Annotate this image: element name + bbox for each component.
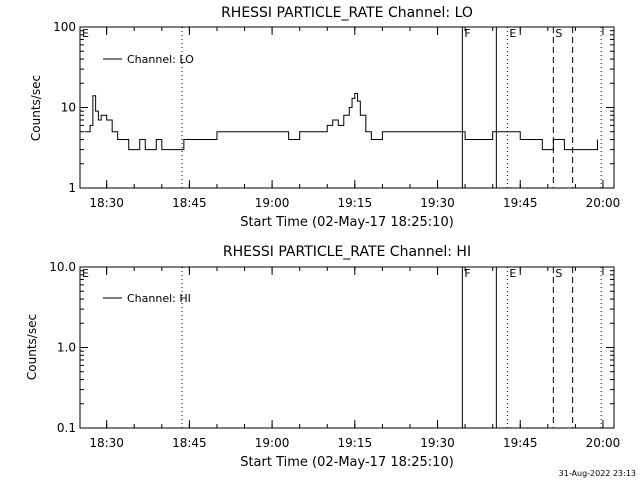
- y-tick-label: 0.1: [57, 421, 76, 435]
- x-tick-label: 19:15: [338, 436, 373, 450]
- panel-hi: RHESSI PARTICLE_RATE Channel: HI Counts/…: [25, 244, 471, 470]
- x-tick-label: 19:15: [338, 196, 373, 210]
- ylabel-hi: Counts/sec: [25, 314, 39, 380]
- event-marker-label: E: [82, 267, 89, 280]
- xlabel-hi: Start Time (02-May-17 18:25:10): [240, 455, 454, 470]
- event-marker-label: F: [464, 27, 470, 40]
- legend-hi: Channel: HI: [103, 292, 191, 305]
- title-lo: RHESSI PARTICLE_RATE Channel: LO: [221, 5, 473, 21]
- legend-lo: Channel: LO: [103, 53, 194, 66]
- x-tick-label: 19:45: [503, 196, 538, 210]
- x-tick-label: 18:30: [89, 196, 124, 210]
- legend-label-hi: Channel: HI: [127, 292, 191, 305]
- event-marker-label: S: [555, 27, 562, 40]
- timestamp: 31-Aug-2022 23:13: [559, 469, 636, 478]
- event-marker-label: E: [509, 267, 516, 280]
- x-tick-label: 19:30: [420, 436, 455, 450]
- legend-label-lo: Channel: LO: [127, 53, 194, 66]
- y-tick-label: 10.0: [49, 260, 76, 274]
- x-tick-label: 18:45: [172, 196, 207, 210]
- title-hi: RHESSI PARTICLE_RATE Channel: HI: [223, 244, 471, 260]
- event-marker-label: E: [509, 27, 516, 40]
- panel-lo: RHESSI PARTICLE_RATE Channel: LO Counts/…: [29, 5, 473, 230]
- event-marker-label: F: [464, 267, 470, 280]
- x-tick-label: 20:00: [586, 436, 621, 450]
- x-tick-label: 19:00: [255, 196, 290, 210]
- x-tick-label: 20:00: [586, 196, 621, 210]
- y-tick-label: 1: [68, 181, 76, 195]
- x-tick-label: 19:45: [503, 436, 538, 450]
- event-marker-label: E: [82, 27, 89, 40]
- x-tick-label: 19:30: [420, 196, 455, 210]
- event-marker-label: S: [555, 267, 562, 280]
- x-tick-label: 18:30: [89, 436, 124, 450]
- y-tick-label: 10: [61, 101, 76, 115]
- ylabel-lo: Counts/sec: [29, 75, 43, 141]
- plot-area-0: 1 10 100 18:30 18:45 19:00 19:15 19:30 19:45 20:0…: [53, 20, 620, 210]
- x-tick-label: 19:00: [255, 436, 290, 450]
- axes-frame: [79, 26, 615, 189]
- xlabel-lo: Start Time (02-May-17 18:25:10): [240, 215, 454, 230]
- series-line: [84, 92, 598, 151]
- x-tick-label: 18:45: [172, 436, 207, 450]
- y-tick-label: 100: [53, 20, 76, 34]
- plot-area-1: 0.1 1.0 10.0 18:30 18:45 19:00 19:15 19:30 19:45…: [49, 260, 620, 450]
- y-tick-label: 1.0: [57, 341, 76, 355]
